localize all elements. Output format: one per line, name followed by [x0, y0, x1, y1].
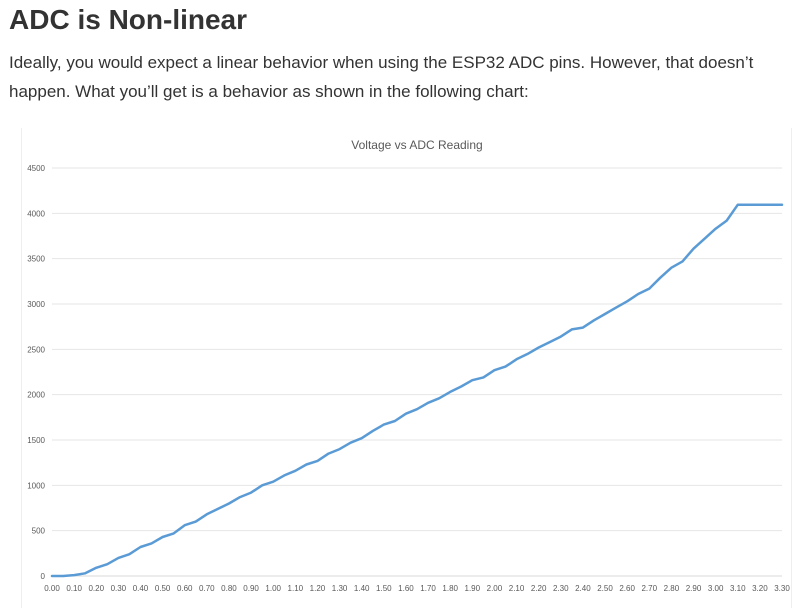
x-tick-label: 2.60 [619, 584, 635, 593]
voltage-adc-chart: Voltage vs ADC Reading 0 500 1000 1500 2000 25… [27, 138, 790, 593]
x-tick-label: 2.10 [509, 584, 525, 593]
x-tick-label: 2.20 [531, 584, 547, 593]
x-tick-label: 0.80 [221, 584, 237, 593]
y-tick-label: 4000 [27, 209, 45, 218]
x-tick-label: 2.90 [686, 584, 702, 593]
x-tick-label: 0.30 [111, 584, 127, 593]
x-tick-label: 3.20 [752, 584, 768, 593]
x-tick-label: 2.50 [597, 584, 613, 593]
x-tick-label: 0.60 [177, 584, 193, 593]
y-tick-label: 500 [32, 527, 46, 536]
y-tick-label: 3500 [27, 255, 45, 264]
x-tick-label: 0.00 [44, 584, 60, 593]
y-tick-label: 1000 [27, 481, 45, 490]
x-tick-label: 0.90 [243, 584, 259, 593]
x-tick-label: 2.30 [553, 584, 569, 593]
y-tick-label: 3000 [27, 300, 45, 309]
y-tick-label: 2000 [27, 391, 45, 400]
x-tick-label: 1.70 [420, 584, 436, 593]
x-tick-label: 2.00 [487, 584, 503, 593]
x-tick-label: 1.40 [354, 584, 370, 593]
x-tick-label: 1.20 [310, 584, 326, 593]
x-tick-label: 3.30 [774, 584, 790, 593]
x-tick-label: 0.10 [66, 584, 82, 593]
x-tick-label: 1.30 [332, 584, 348, 593]
x-tick-label: 3.00 [708, 584, 724, 593]
article-heading: ADC is Non-linear [9, 4, 248, 35]
x-tick-label: 1.00 [265, 584, 281, 593]
x-tick-label: 0.40 [133, 584, 149, 593]
x-tick-label: 0.50 [155, 584, 171, 593]
chart-title: Voltage vs ADC Reading [351, 138, 482, 152]
x-tick-label: 3.10 [730, 584, 746, 593]
chart-container: Voltage vs ADC Reading 0 500 1000 1500 2000 25… [21, 128, 792, 608]
x-tick-label: 0.70 [199, 584, 215, 593]
y-tick-label: 2500 [27, 345, 45, 354]
x-tick-label: 2.80 [664, 584, 680, 593]
x-tick-label: 1.90 [465, 584, 481, 593]
y-tick-label: 0 [41, 572, 46, 581]
x-tick-label: 1.80 [442, 584, 458, 593]
x-tick-label: 1.60 [398, 584, 414, 593]
x-tick-label: 0.20 [88, 584, 104, 593]
x-tick-label: 2.70 [641, 584, 657, 593]
series-line [50, 203, 784, 578]
x-tick-label: 2.40 [575, 584, 591, 593]
y-tick-label: 1500 [27, 436, 45, 445]
article-paragraph: Ideally, you would expect a linear behav… [9, 53, 754, 101]
y-tick-label: 4500 [27, 164, 45, 173]
x-tick-label: 1.50 [376, 584, 392, 593]
x-tick-label: 1.10 [288, 584, 304, 593]
